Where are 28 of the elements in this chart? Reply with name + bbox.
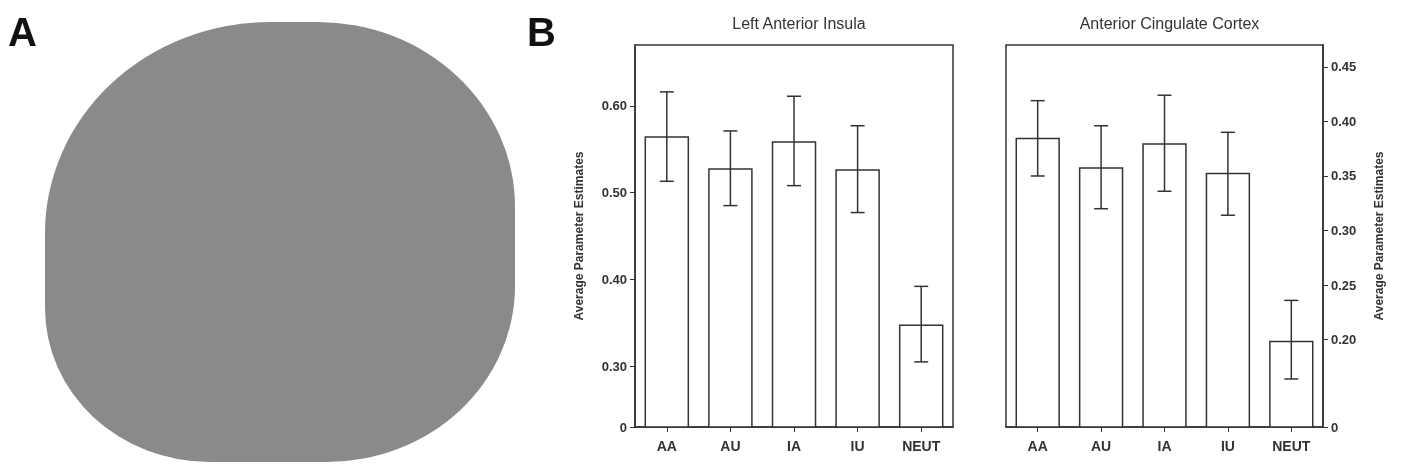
y2-tick-label: 0.25	[1331, 277, 1357, 293]
y2-axis-title: Average Parameter Estimates	[1372, 151, 1386, 321]
y2-tick-label: 0.35	[1331, 168, 1357, 184]
y2-tick-label: 0	[1331, 419, 1339, 435]
x-tick-label: IA	[1157, 438, 1172, 454]
x-tick-label: IA	[787, 438, 801, 454]
x-tick-label: IU	[850, 438, 865, 454]
y2-tick-label: 0.30	[1331, 223, 1357, 239]
chart-title: Left Anterior Insula	[732, 14, 866, 32]
y-tick-label: 0	[619, 419, 627, 435]
y-tick-label: 0.50	[601, 185, 627, 201]
x-tick-label: AU	[720, 438, 741, 454]
text: B	[527, 10, 556, 55]
x-tick-label: NEUT	[902, 438, 941, 454]
y-axis-title: Average Parameter Estimates	[572, 151, 586, 321]
x-tick-label: IU	[1220, 438, 1235, 454]
y2-tick-label: 0.20	[1331, 332, 1357, 348]
y-tick-label: 0.40	[601, 271, 627, 287]
text: A	[8, 10, 37, 55]
x-tick-label: AA	[1027, 438, 1048, 454]
x-tick-label: NEUT	[1272, 438, 1311, 454]
x-tick-label: AU	[1090, 438, 1112, 454]
y2-tick-label: 0.40	[1331, 113, 1357, 129]
y-tick-label: 0.30	[601, 358, 627, 374]
y-tick-label: 0.60	[601, 98, 627, 114]
x-tick-label: AA	[656, 438, 677, 454]
y2-tick-label: 0.45	[1331, 59, 1357, 75]
chart-title: Anterior Cingulate Cortex	[1079, 14, 1260, 32]
